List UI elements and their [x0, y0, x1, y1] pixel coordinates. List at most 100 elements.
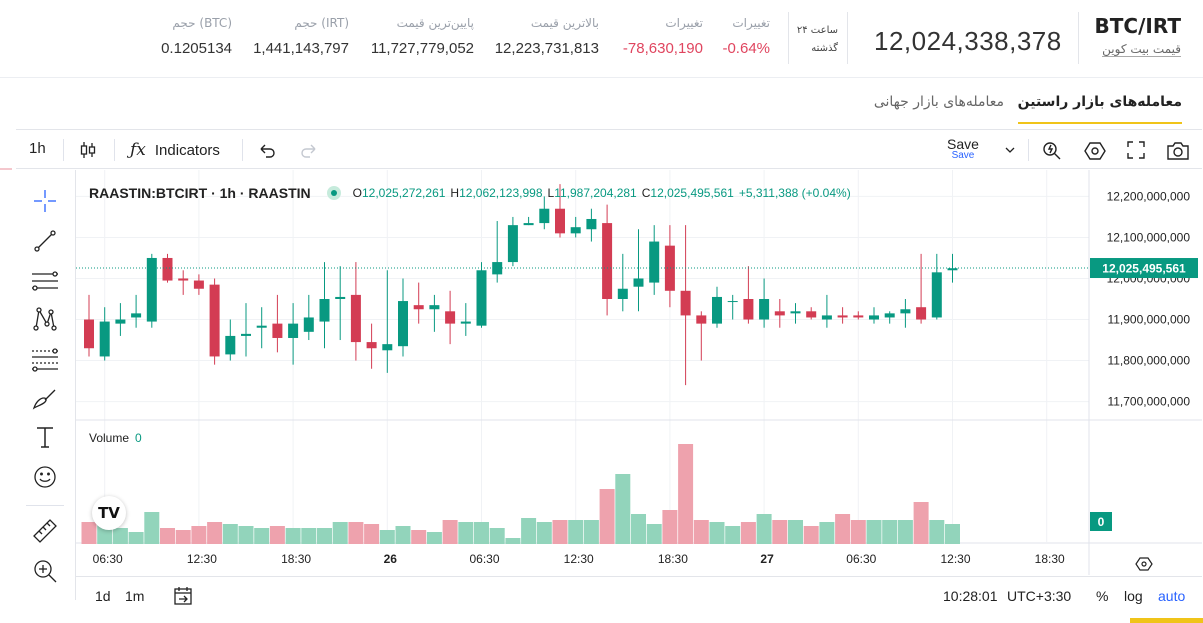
volume-bar [269, 526, 285, 544]
volume-bar [929, 520, 945, 544]
candle-body [146, 257, 157, 322]
undo-icon[interactable] [257, 140, 277, 160]
volume-bar [301, 528, 317, 544]
stat-value: 11,727,779,052 [370, 40, 474, 57]
chart-canvas[interactable]: 12,200,000,00012,100,000,00012,000,000,0… [76, 170, 1202, 575]
candle-body [272, 323, 283, 338]
camera-icon[interactable] [1166, 140, 1190, 162]
candle-body [241, 333, 251, 336]
brush-icon[interactable] [30, 384, 60, 414]
goto-date-icon[interactable] [172, 585, 194, 610]
stat-label: بالاترین قیمت [530, 16, 599, 30]
candle-style-icon[interactable] [78, 140, 98, 160]
volume-bar [772, 520, 788, 544]
candle-body [523, 223, 534, 226]
range-1d-button[interactable]: 1d [95, 588, 111, 604]
volume-bar [254, 528, 270, 544]
price-chart[interactable]: 12,200,000,000 12,100,000,000 12,000,000,0… [76, 170, 1202, 575]
time-tick-label: 18:30 [281, 552, 311, 566]
percent-toggle[interactable]: % [1096, 588, 1109, 604]
candle-body [413, 305, 424, 310]
volume-bar [317, 528, 332, 544]
candle-body [507, 225, 518, 263]
log-toggle[interactable]: log [1124, 588, 1143, 604]
stat-high: بالاترین قیمت 12,223,731,813 [495, 16, 599, 57]
save-button[interactable]: Save Save [947, 136, 979, 161]
volume-bar [850, 520, 866, 544]
indicators-button[interactable]: ƒx Indicators [130, 140, 220, 160]
save-label: Save [947, 136, 979, 152]
tab-global-market[interactable]: معامله‌های بازار جهانی [873, 94, 1004, 110]
volume-bar [897, 520, 913, 544]
pair-subtitle-link[interactable]: قیمت بیت کوین [1102, 42, 1181, 57]
range-1m-button[interactable]: 1m [125, 588, 145, 604]
candle-body [900, 309, 911, 314]
open-value: 12,025,272,261 [362, 186, 446, 200]
tab-raastin-market[interactable]: معامله‌های بازار راستین [1017, 94, 1182, 124]
last-price: 12,024,338,378 [874, 26, 1062, 56]
volume-bar [756, 514, 772, 544]
volume-bar [379, 530, 395, 544]
text-tool-icon[interactable] [30, 422, 60, 452]
volume-bar [207, 522, 223, 544]
auto-toggle[interactable]: auto [1158, 588, 1186, 604]
candle-body [586, 218, 597, 230]
volume-bar [175, 530, 191, 544]
time-tick-label: 12:30 [187, 552, 217, 566]
stat-label: تغییرات [732, 16, 770, 30]
candle-body [84, 319, 94, 349]
chevron-down-icon[interactable] [1003, 140, 1017, 160]
horizontal-lines-icon[interactable] [30, 266, 60, 296]
change-value: +5,311,388 (+0.04%) [738, 186, 851, 200]
volume-bar [631, 514, 646, 544]
pattern-icon[interactable] [30, 304, 60, 334]
drawing-toolbar [16, 170, 76, 600]
volume-bar [505, 538, 521, 544]
volume-bar [709, 522, 725, 544]
zoom-in-icon[interactable] [30, 556, 60, 586]
period-line1: ۲۴ ساعت [796, 25, 838, 36]
candle-body [680, 290, 691, 316]
candle-body [319, 299, 330, 322]
emoji-icon[interactable] [30, 462, 60, 492]
crosshair-icon[interactable] [30, 186, 60, 216]
timezone-button[interactable]: UTC+3:30 [1007, 588, 1072, 604]
tradingview-logo[interactable]: TV [92, 496, 126, 530]
candle-body [303, 317, 314, 332]
redo-icon[interactable] [299, 140, 319, 160]
stat-label: حجم (BTC) [172, 16, 232, 30]
volume-bar [395, 526, 411, 544]
market-tabs: معامله‌های بازار راستین معامله‌های بازار… [16, 84, 1202, 130]
interval-button[interactable]: 1h [29, 140, 46, 157]
volume-bar [552, 520, 568, 544]
last-price-badge [1090, 258, 1198, 279]
price-tick-label: 12,100,000,000 [1107, 230, 1191, 244]
save-sublabel: Save [951, 150, 975, 161]
settings-hexagon-icon[interactable] [1084, 140, 1106, 162]
candle-body [664, 245, 675, 291]
volume-bar [81, 522, 97, 544]
volume-bar [568, 520, 584, 544]
stat-volume-irt: حجم (IRT) 1,441,143,797 [253, 16, 349, 57]
stat-low: پایین‌ترین قیمت 11,727,779,052 [371, 16, 474, 57]
high-value: 12,062,123,998 [459, 186, 543, 200]
symbol-title[interactable]: RAASTIN:BTCIRT · 1h · RAASTIN [89, 185, 311, 201]
stat-volume-btc: حجم (BTC) 0.1205134 [161, 16, 232, 57]
divider [1028, 139, 1029, 161]
pair-info[interactable]: BTC/IRT قیمت بیت کوین [1095, 14, 1181, 57]
candle-body [617, 288, 628, 299]
candle-body [633, 278, 644, 287]
pair-name[interactable]: BTC/IRT [1094, 14, 1181, 38]
trend-line-icon[interactable] [30, 226, 60, 256]
fib-retracement-icon[interactable] [30, 344, 60, 374]
stat-label: حجم (IRT) [294, 16, 349, 30]
axis-settings-icon[interactable] [1135, 557, 1153, 571]
time-tick-label: 12:30 [564, 552, 594, 566]
fullscreen-icon[interactable] [1126, 140, 1146, 160]
quick-search-icon[interactable] [1041, 140, 1063, 162]
axis-settings-hexagon [1135, 557, 1153, 571]
chart-bottom-bar: 1d 1m 10:28:01 UTC+3:30 % log auto [76, 576, 1202, 616]
ruler-icon[interactable] [30, 516, 60, 546]
candle-body [115, 319, 126, 324]
candle-body [853, 315, 864, 318]
